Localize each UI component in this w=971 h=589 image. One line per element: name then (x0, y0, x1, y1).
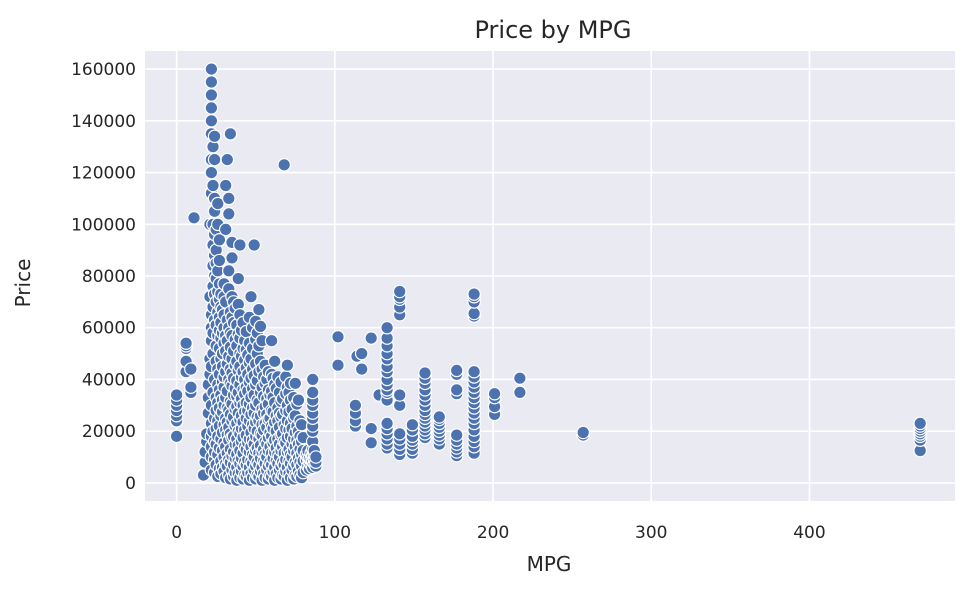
data-point (244, 289, 258, 304)
data-point (449, 363, 464, 378)
data-point (179, 336, 193, 350)
data-point (247, 238, 261, 252)
data-point (291, 393, 306, 407)
data-point (204, 114, 219, 128)
data-point (392, 426, 407, 441)
data-point (225, 251, 239, 265)
y-tick-label: 0 (125, 474, 136, 494)
x-tick-label: 100 (319, 523, 351, 543)
data-point (467, 287, 481, 301)
data-point (364, 331, 378, 345)
data-point (331, 329, 345, 344)
y-tick-label: 100000 (71, 215, 136, 235)
x-tick-label: 300 (635, 523, 667, 543)
data-point (467, 364, 481, 379)
data-point (207, 129, 222, 144)
data-point (364, 421, 378, 436)
chart-title: Price by MPG (474, 16, 631, 44)
data-point (218, 222, 233, 237)
data-point (212, 253, 227, 268)
data-point (212, 233, 227, 247)
data-point (449, 428, 464, 442)
data-point (305, 372, 320, 387)
data-points (169, 62, 927, 488)
data-point (222, 263, 236, 278)
data-point (354, 362, 369, 376)
data-point (253, 319, 268, 334)
data-point (280, 358, 295, 372)
data-point (405, 417, 420, 432)
data-point (432, 410, 447, 424)
data-point (184, 380, 198, 394)
data-point (264, 333, 279, 348)
data-point (331, 358, 345, 372)
data-point (348, 398, 363, 413)
data-point (204, 88, 219, 102)
data-point (233, 238, 247, 252)
data-point (267, 354, 282, 369)
y-axis-title: Price (11, 259, 35, 308)
data-point (222, 207, 236, 221)
data-point (364, 435, 378, 450)
data-point (204, 101, 219, 115)
x-tick-label: 400 (793, 523, 825, 543)
y-tick-label: 60000 (82, 319, 136, 339)
x-tick-label: 200 (477, 523, 509, 543)
data-point (218, 178, 233, 193)
data-point (223, 127, 238, 141)
data-point (222, 191, 236, 206)
x-axis-title: MPG (527, 552, 572, 576)
data-point (204, 75, 219, 89)
y-tick-label: 80000 (82, 267, 136, 287)
data-point (206, 178, 220, 193)
data-point (288, 376, 303, 391)
data-point (513, 371, 527, 385)
data-point (576, 425, 590, 440)
data-point (392, 284, 407, 299)
data-point (380, 416, 394, 431)
y-tick-label: 140000 (71, 112, 136, 132)
data-point (380, 320, 394, 335)
data-point (169, 388, 184, 402)
data-point (204, 62, 219, 76)
data-point (207, 152, 222, 167)
data-point (184, 362, 198, 376)
data-point (913, 416, 927, 431)
y-tick-label: 20000 (82, 422, 136, 442)
data-point (187, 211, 201, 225)
data-point (309, 450, 323, 464)
y-axis-ticks: 0 20000 40000 60000 80000 100000 120000 140000 1… (71, 60, 136, 494)
data-point (277, 158, 291, 172)
data-point (294, 417, 309, 432)
data-point (513, 385, 527, 400)
data-point (204, 165, 219, 180)
y-tick-label: 160000 (71, 60, 136, 80)
x-tick-label: 0 (171, 523, 182, 543)
x-axis-ticks: 0 100 200 300 400 (171, 523, 825, 543)
data-point (220, 152, 235, 167)
data-point (252, 302, 266, 317)
y-tick-label: 40000 (82, 370, 136, 390)
data-point (392, 388, 407, 402)
data-point (354, 346, 369, 361)
data-point (467, 306, 481, 321)
data-point (487, 386, 502, 401)
data-point (169, 429, 184, 444)
data-point (449, 382, 464, 397)
data-point (231, 271, 246, 286)
y-tick-label: 120000 (71, 164, 136, 184)
data-point (418, 366, 432, 380)
data-point (211, 196, 225, 211)
data-point (305, 385, 320, 400)
